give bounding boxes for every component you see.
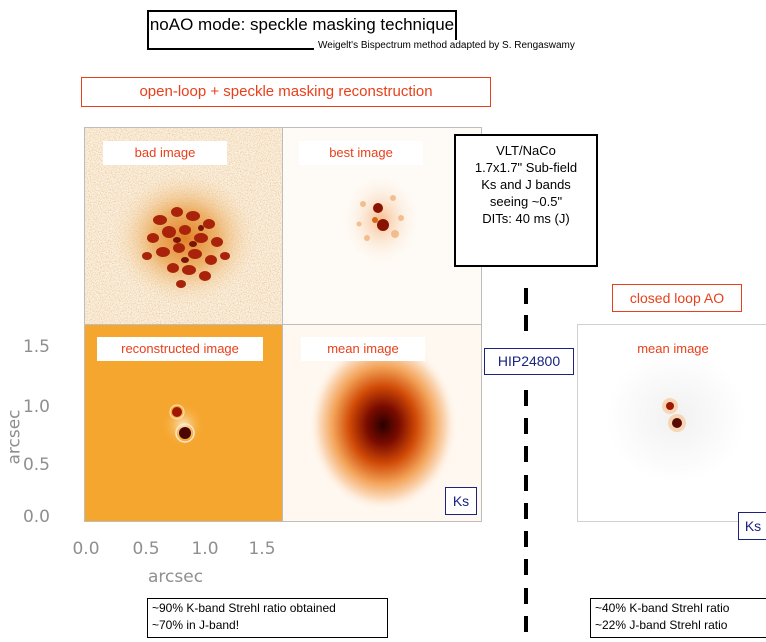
x-tick-label: 1.5	[248, 539, 276, 559]
info-dits: DITs: 40 ms (J)	[482, 211, 570, 226]
strehl-open-loop-j: ~70% in J-band!	[152, 618, 240, 632]
bad-image-label: bad image	[103, 141, 227, 165]
strehl-open-loop-k: ~90% K-band Strehl ratio obtained	[152, 601, 336, 615]
closed-loop-band-label: Ks	[738, 512, 766, 540]
strehl-closed-loop-box: ~40% K-band Strehl ratio ~22% J-band Str…	[590, 598, 766, 638]
best-image-label: best image	[299, 141, 423, 165]
y-tick-label: 0.0	[22, 507, 50, 527]
y-tick-label: 0.5	[22, 455, 50, 475]
reconstructed-image-label: reconstructed image	[97, 337, 263, 361]
open-loop-label: open-loop + speckle masking reconstructi…	[81, 77, 491, 107]
info-bands: Ks and J bands	[481, 177, 571, 192]
strehl-open-loop-box: ~90% K-band Strehl ratio obtained ~70% i…	[147, 598, 388, 638]
subtitle: Weigelt's Bispectrum method adapted by S…	[314, 40, 579, 51]
info-instrument: VLT/NaCo	[496, 143, 556, 158]
info-field: 1.7x1.7" Sub-field	[474, 160, 578, 175]
x-tick-label: 0.5	[132, 539, 160, 559]
title-box: noAO mode: speckle masking technique	[147, 10, 457, 50]
target-label: HIP24800	[484, 348, 574, 375]
y-tick-label: 1.0	[22, 397, 50, 417]
x-tick-label: 0.0	[72, 539, 100, 559]
band-label-ks: Ks	[445, 487, 477, 515]
x-axis-label: arcsec	[148, 567, 204, 587]
closed-loop-label: closed loop AO	[612, 284, 742, 312]
strehl-closed-loop-k: ~40% K-band Strehl ratio	[595, 601, 730, 615]
x-tick-label: 1.0	[191, 539, 219, 559]
y-tick-label: 1.5	[22, 337, 50, 357]
observation-info-box: VLT/NaCo 1.7x1.7" Sub-field Ks and J ban…	[454, 134, 598, 267]
mean-image-label: mean image	[301, 337, 425, 361]
closed-loop-panel-label: mean image	[618, 338, 728, 360]
strehl-closed-loop-j: ~22% J-band Strehl ratio	[595, 618, 728, 632]
page-title: noAO mode: speckle masking technique	[149, 15, 455, 34]
y-axis-label: arcsec	[4, 409, 25, 465]
info-seeing: seeing ~0.5"	[489, 194, 563, 209]
